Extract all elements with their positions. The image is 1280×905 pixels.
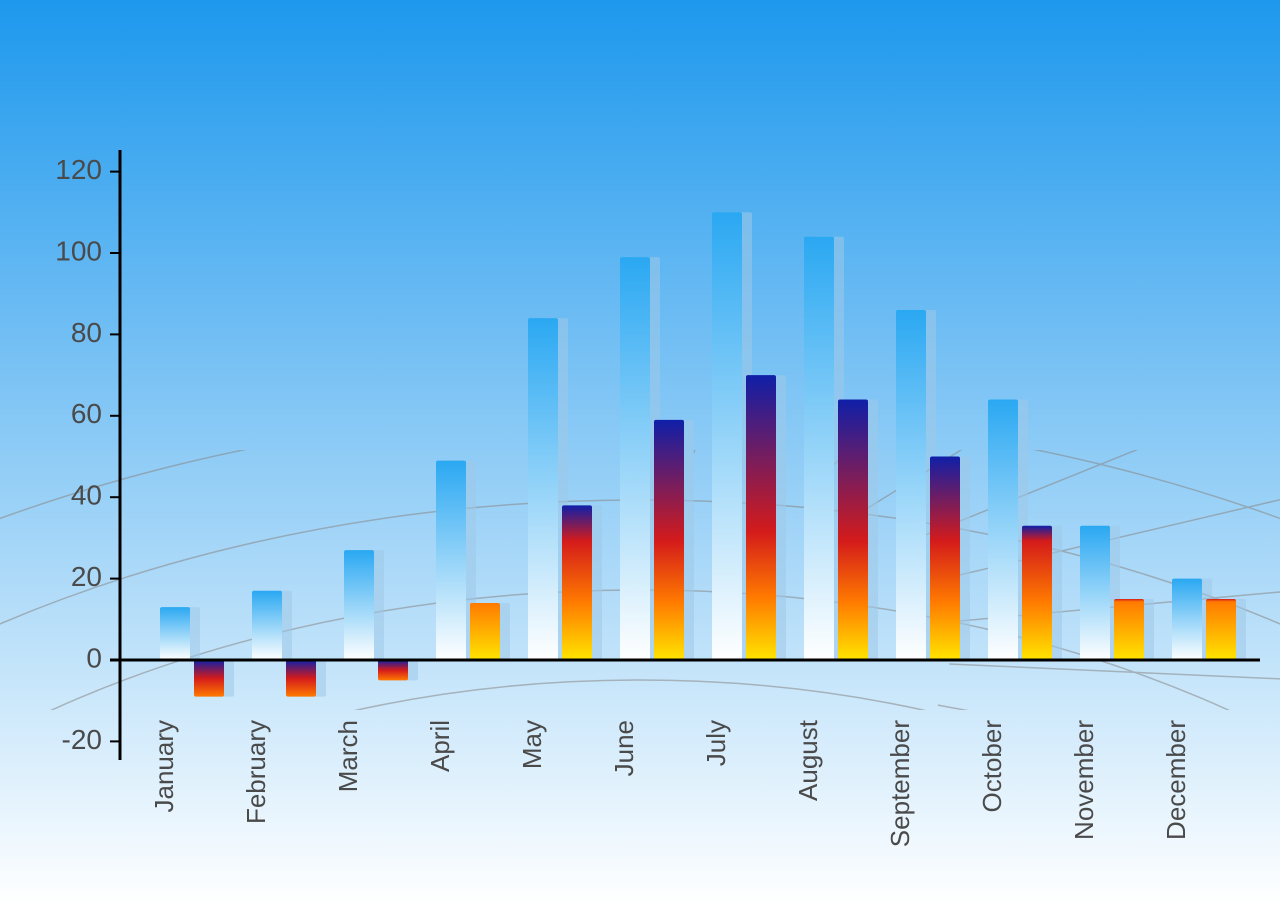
series2-bar [286,660,316,697]
y-tick-label: 20 [71,561,102,592]
x-tick-label: October [977,720,1007,813]
y-tick-label: 120 [55,154,102,185]
series1-bar [528,318,558,660]
series1-bar [1080,526,1110,660]
x-tick-label: April [425,720,455,772]
x-tick-label: August [793,719,823,801]
series1-bar [160,607,190,660]
series1-bar [988,400,1018,660]
series2-bar [470,603,500,660]
x-tick-label: January [149,720,179,813]
series1-bar [436,461,466,660]
chart-container: -20 0 20 40 60 80 100 120 January February March Ap… [0,0,1280,905]
series2-bar [654,420,684,660]
series2-bar [1114,599,1144,660]
series1-bar [252,591,282,660]
monthly-bar-chart: -20 0 20 40 60 80 100 120 January February March Ap… [0,0,1280,905]
x-tick-label: November [1069,720,1099,840]
series2-bar [1206,599,1236,660]
series2-bar [194,660,224,697]
y-tick-label: -20 [62,724,102,755]
y-tick-label: 40 [71,480,102,511]
y-tick-label: 100 [55,235,102,266]
series1-bar [712,212,742,660]
series2-bar [378,660,408,680]
series1-bar [344,550,374,660]
series2-bar [1022,526,1052,660]
x-tick-label: May [517,720,547,769]
series1-bar [804,237,834,660]
series1-bar [1172,579,1202,660]
series1-bar [620,257,650,660]
x-tick-label: July [701,720,731,766]
y-tick-label: 0 [86,642,102,673]
series2-bar [746,375,776,660]
series1-bar [896,310,926,660]
x-tick-label: June [609,720,639,776]
x-tick-label: December [1161,720,1191,840]
y-tick-label: 60 [71,398,102,429]
x-tick-label: February [241,720,271,824]
series2-bar [838,400,868,660]
series2-bar [562,505,592,660]
series2-bar [930,457,960,661]
y-tick-label: 80 [71,317,102,348]
x-tick-label: March [333,720,363,792]
x-tick-label: September [885,720,915,848]
